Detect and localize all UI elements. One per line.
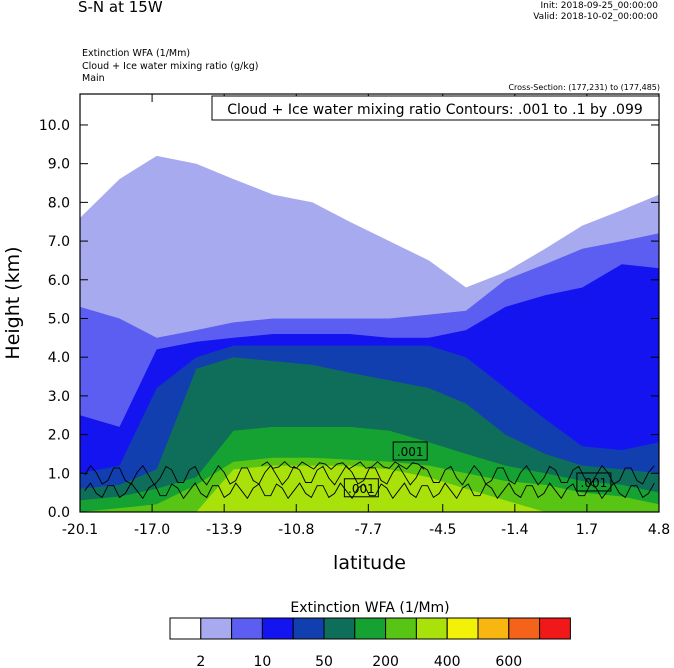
plot-frame [79,93,660,513]
extinction-filled-contours [80,94,659,512]
colorbar-swatch [354,617,387,640]
contour-line-core [261,461,425,471]
colorbar-swatch [415,617,448,640]
y-tick-label: 0.0 [48,505,70,521]
colorbar-swatch [231,617,263,640]
contour-label-box [343,478,379,498]
colorbar-swatch [539,617,571,640]
y-tick-label: 8.0 [48,195,70,211]
y-tick-label: 10.0 [39,118,70,134]
colorbar-swatch [261,617,294,640]
x-tick-label: -20.1 [62,522,98,538]
x-axis: -20.1 -17.0 -13.9 -10.8 -7.7 -4.5 -1.4 1.7 4.8 [62,94,670,538]
x-tick-label: -17.0 [134,522,170,538]
contour-info-text: Cloud + Ice water mixing ratio Contours:… [227,102,643,118]
y-tick-label: 1.0 [48,466,70,482]
colorbar-title: Extinction WFA (1/Mm) [290,600,449,616]
field-label-extinction: Extinction WFA (1/Mm) [82,48,191,59]
colorbar-label: 200 [372,654,399,668]
x-tick-label: -7.7 [355,522,382,538]
colorbar-swatch [200,617,233,640]
y-axis: 0.0 1.0 2.0 3.0 4.0 5.0 6.0 7.0 8.0 9.0 10.0 [39,118,659,521]
x-tick-label: -10.8 [278,522,314,538]
plot-title: S-N at 15W [78,0,163,16]
x-axis-label: latitude [333,552,406,574]
contour-label-box [576,472,612,492]
cross-section-label: Cross-Section: (177,231) to (177,485) [508,83,660,92]
y-tick-label: 2.0 [48,428,70,444]
valid-time: Valid: 2018-10-02_00:00:00 [533,12,658,22]
y-tick-label: 3.0 [48,389,70,405]
x-tick-label: -13.9 [206,522,242,538]
colorbar-swatch [169,617,202,640]
field-label-main: Main [82,73,105,84]
extinction-layer-7 [80,465,659,512]
field-label-mixing-ratio: Cloud + Ice water mixing ratio (g/kg) [82,61,259,72]
colorbar-label: 600 [495,654,522,668]
contour-label: .001 [397,445,424,459]
y-axis-label: Height (km) [2,246,24,359]
contour-line-lower [84,482,655,500]
contour-label: .001 [348,482,375,496]
colorbar-swatch [508,617,541,640]
x-tick-label: 1.7 [576,522,598,538]
init-time: Init: 2018-09-25_00:00:00 [540,1,658,11]
colorbar-swatch [323,617,356,640]
colorbar: Extinction WFA (1/Mm) 2 10 50 200 400 600 [169,600,571,668]
contour-info-box [211,95,660,121]
x-tick-label: 4.8 [648,522,670,538]
x-tick-label: -4.5 [429,522,456,538]
contour-label-box [392,441,428,461]
colorbar-swatch [446,617,479,640]
y-tick-label: 4.0 [48,350,70,366]
colorbar-swatch [385,617,417,640]
mixing-ratio-contour-lines [84,461,655,500]
x-tick-label: -1.4 [501,522,528,538]
y-tick-label: 5.0 [48,311,70,327]
y-tick-label: 7.0 [48,234,70,250]
colorbar-label: 50 [315,654,333,668]
colorbar-swatch [292,617,325,640]
y-tick-label: 9.0 [48,157,70,173]
contour-label: .001 [581,476,608,490]
colorbar-label: 10 [253,654,271,668]
colorbar-label: 2 [196,654,205,668]
colorbar-swatch [477,617,510,640]
colorbar-label: 400 [434,654,461,668]
y-tick-label: 6.0 [48,273,70,289]
